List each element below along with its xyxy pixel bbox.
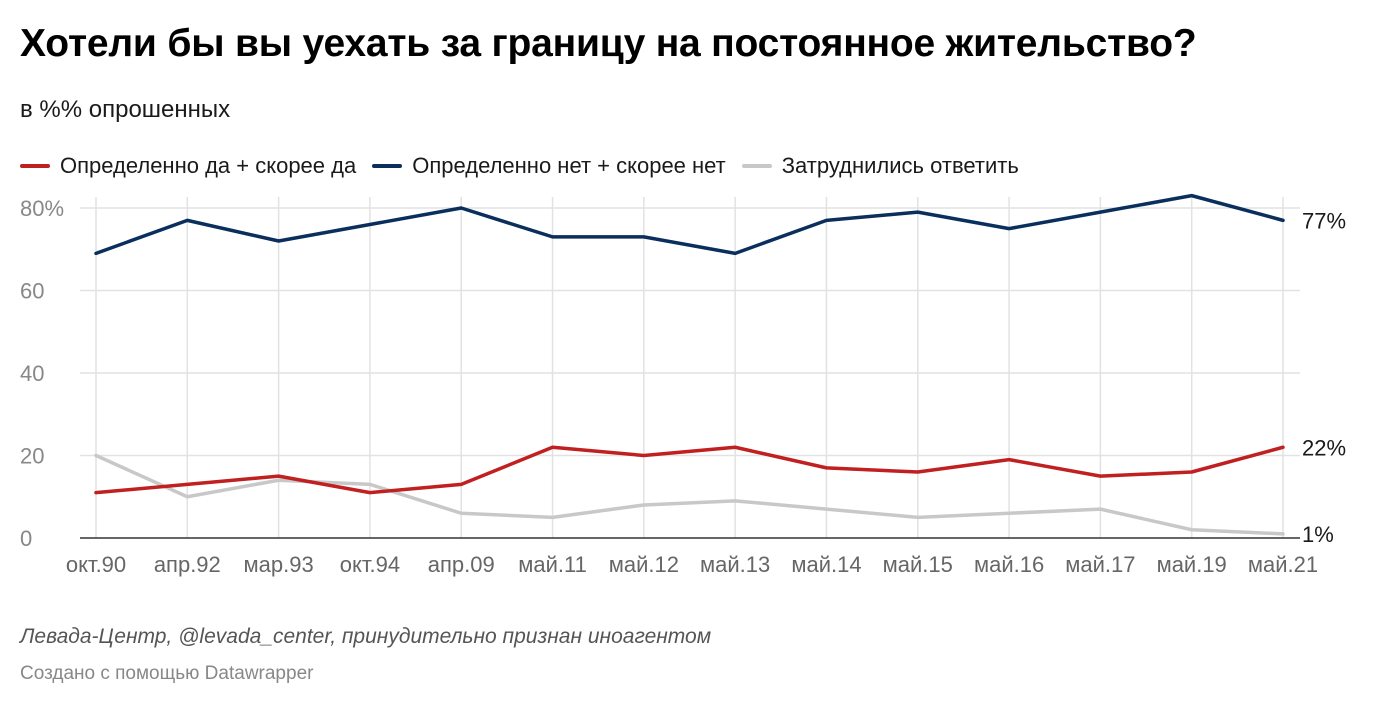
line-chart: 80% 60 40 20 0 окт.90 апр.92 мар.93 окт.94 апр.09… — [20, 193, 1346, 577]
grid-layer — [80, 197, 1300, 539]
y-tick-label: 40 — [20, 361, 44, 386]
y-tick-label: 80% — [20, 196, 64, 221]
x-tick-label: окт.94 — [340, 552, 400, 577]
label-layer: 80% 60 40 20 0 окт.90 апр.92 мар.93 окт.94 апр.09… — [20, 196, 1346, 577]
end-label-unsure: 1% — [1302, 522, 1334, 547]
chart-title: Хотели бы вы уехать за границу на постоя… — [20, 22, 1197, 65]
x-tick-label: май.15 — [883, 552, 953, 577]
x-tick-label: май.19 — [1157, 552, 1227, 577]
legend-label-no: Определенно нет + скорее нет — [412, 153, 726, 178]
x-tick-label: май.17 — [1065, 552, 1135, 577]
series-line-unsure — [94, 453, 1285, 536]
legend-item-unsure: Затруднились ответить — [741, 153, 1019, 179]
x-tick-label: окт.90 — [66, 552, 126, 577]
legend-swatch-unsure — [741, 164, 772, 168]
series-line-yes — [94, 445, 1285, 495]
x-tick-label: май.11 — [518, 552, 587, 577]
x-tick-label: апр.09 — [428, 552, 495, 577]
y-tick-label: 20 — [20, 444, 44, 469]
legend-swatch-no — [372, 164, 403, 168]
x-tick-label: май.13 — [700, 552, 770, 577]
y-tick-label: 0 — [20, 526, 32, 551]
source-note: Левада-Центр, @levada_center, принудител… — [20, 625, 712, 648]
legend-label-yes: Определенно да + скорее да — [60, 153, 357, 178]
datawrapper-credit[interactable]: Создано с помощью Datawrapper — [20, 663, 314, 684]
end-label-no: 77% — [1302, 208, 1346, 233]
legend-swatch-yes — [20, 164, 50, 168]
x-tick-label: май.12 — [609, 552, 679, 577]
x-tick-label: май.21 — [1248, 552, 1318, 577]
series-layer — [94, 193, 1285, 536]
x-tick-label: апр.92 — [154, 552, 221, 577]
chart-subtitle: в %% опрошенных — [20, 96, 231, 123]
legend-item-no: Определенно нет + скорее нет — [372, 153, 726, 179]
x-tick-label: мар.93 — [244, 552, 314, 577]
end-label-yes: 22% — [1302, 435, 1346, 460]
x-tick-label: май.16 — [974, 552, 1044, 577]
legend-item-yes: Определенно да + скорее да — [20, 153, 356, 179]
legend: Определенно да + скорее да Определенно н… — [20, 153, 1035, 179]
legend-label-unsure: Затруднились ответить — [781, 153, 1019, 178]
x-tick-label: май.14 — [791, 552, 861, 577]
series-line-no — [94, 193, 1285, 256]
y-tick-label: 60 — [20, 279, 44, 304]
